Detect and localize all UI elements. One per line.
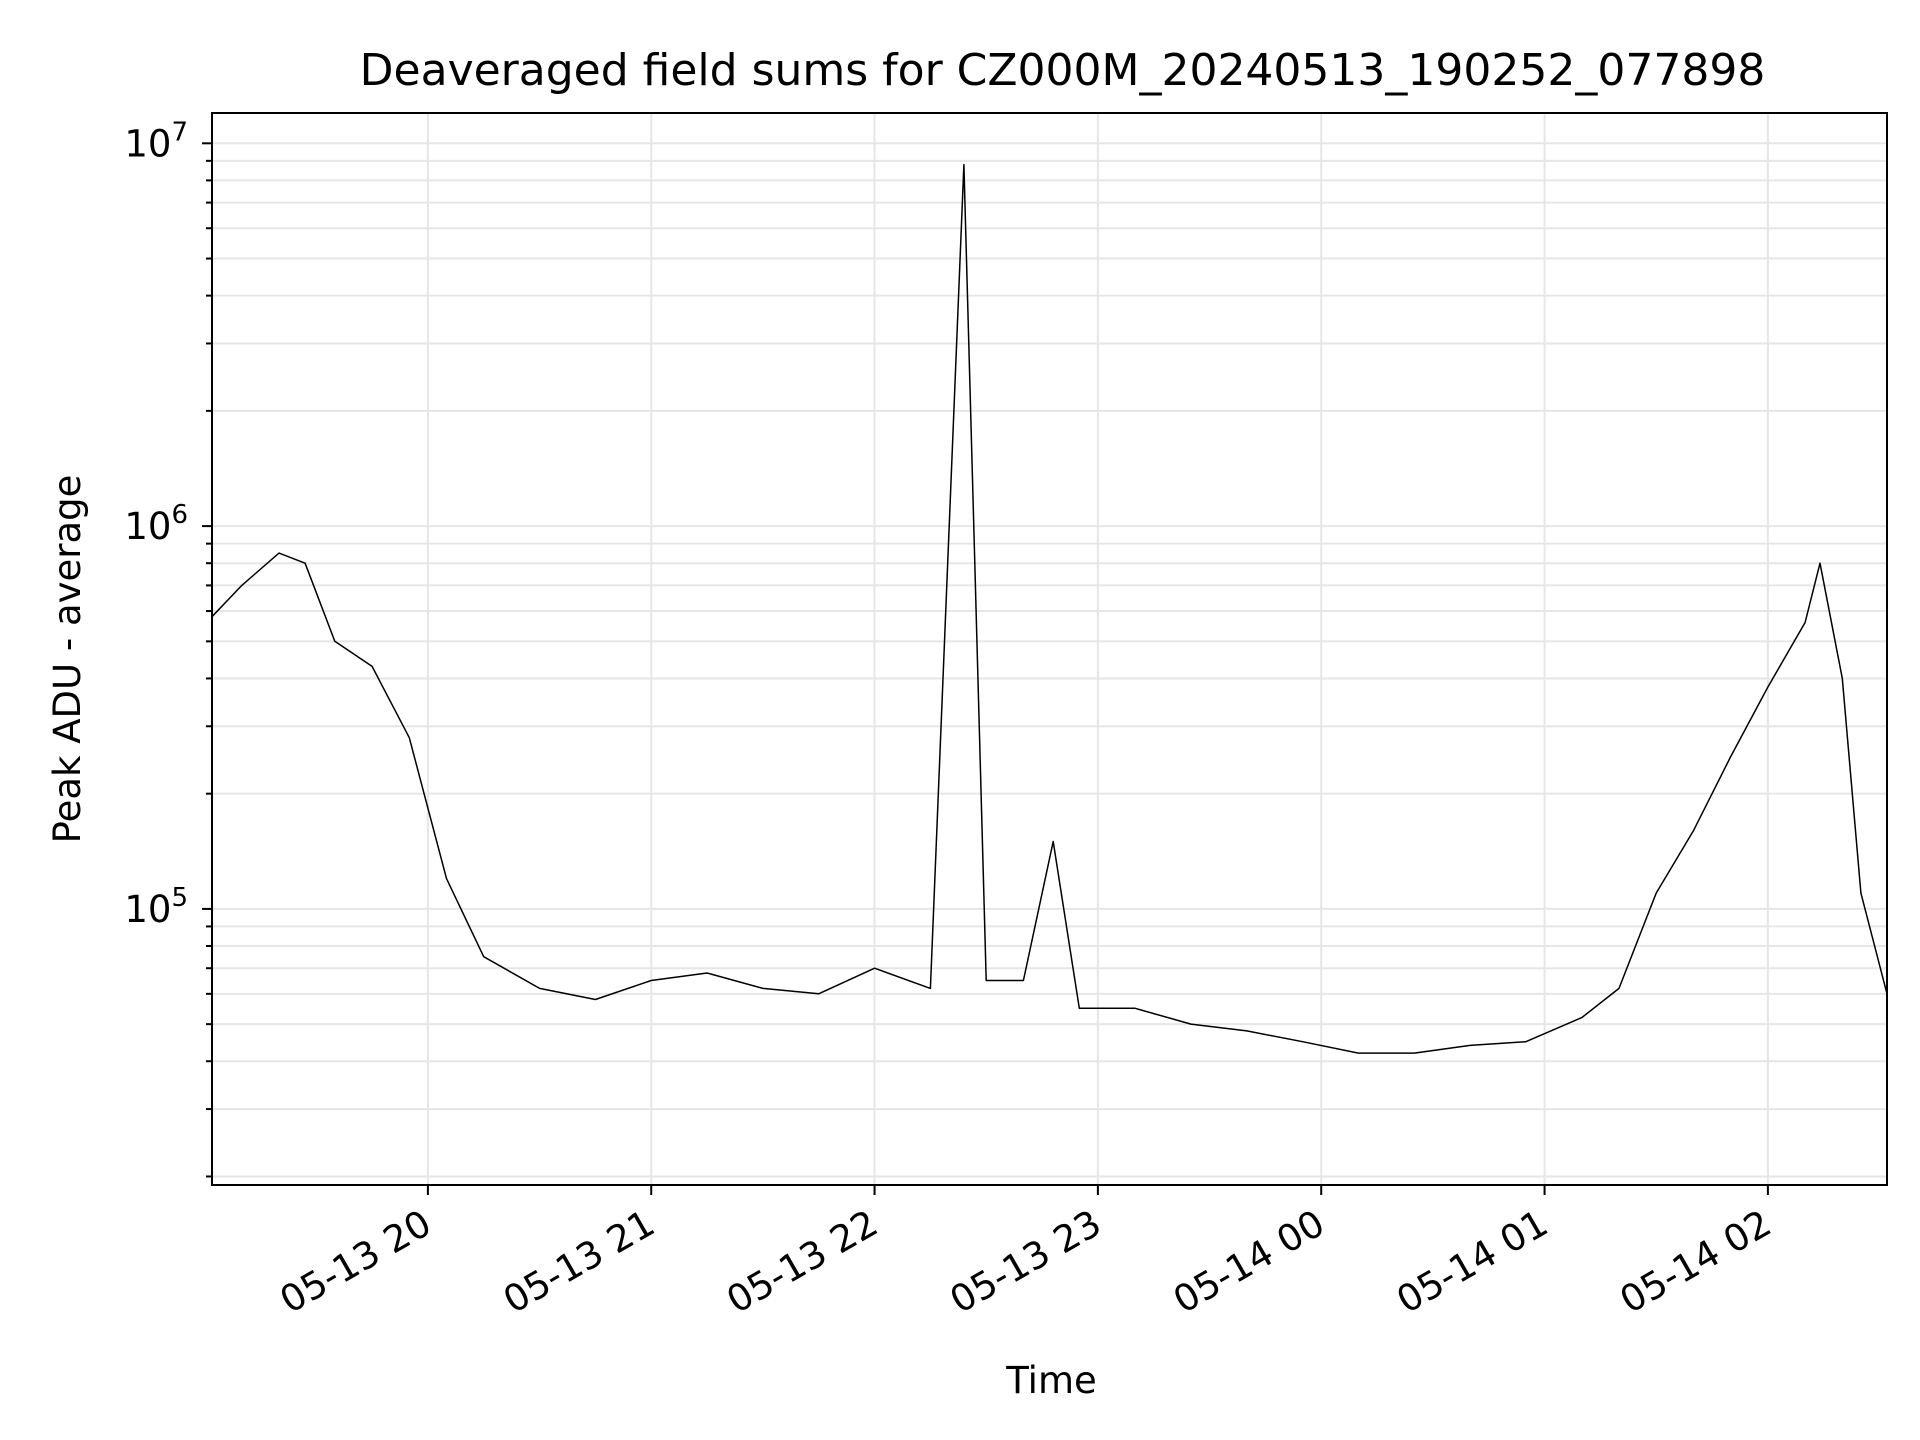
x-tick-label: 05-14 00 — [1166, 1202, 1332, 1322]
plot-frame — [211, 112, 1888, 1186]
y-tick-label: 105 — [124, 883, 188, 931]
x-tick-label: 05-13 23 — [943, 1202, 1109, 1322]
grid-lines — [212, 113, 1887, 1185]
x-axis-label: Time — [1005, 1359, 1097, 1402]
series-line — [211, 163, 1888, 1054]
x-tick-label: 05-14 01 — [1389, 1202, 1555, 1322]
tick-layer: 105 106 107 05-13 20 05-13 21 05-13 22 05-13 2… — [124, 117, 1778, 1322]
x-tick-label: 05-13 20 — [273, 1202, 439, 1322]
series-layer — [211, 163, 1888, 1054]
x-tick-label: 05-13 21 — [496, 1202, 662, 1322]
x-tick-label: 05-13 22 — [719, 1202, 885, 1322]
chart-title: Deaveraged field sums for CZ000M_2024051… — [360, 45, 1766, 96]
x-tick-label: 05-14 02 — [1613, 1202, 1779, 1322]
y-tick-label: 106 — [124, 500, 188, 548]
y-axis-label: Peak ADU - average — [46, 475, 89, 844]
y-tick-label: 107 — [124, 117, 188, 165]
